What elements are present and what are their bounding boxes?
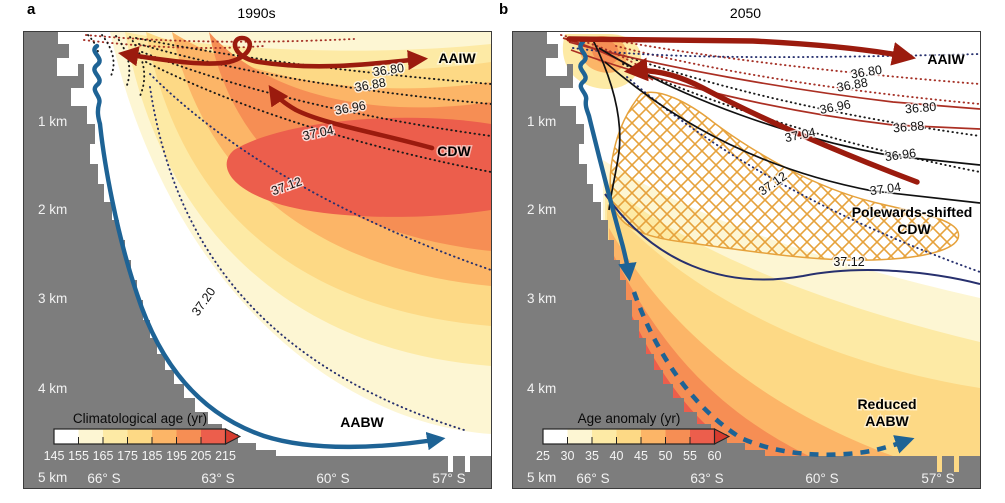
- depth-label: 1 km: [527, 114, 556, 129]
- lat-label: 60° S: [805, 471, 838, 486]
- colorbar-tick: 165: [93, 449, 114, 463]
- old-cdw-core: [226, 117, 491, 217]
- depth-axis: 1 km 2 km 3 km 4 km 5 km: [527, 114, 556, 485]
- colorbar-a: Climatological age (yr) 145 155 165 175 …: [44, 411, 242, 463]
- aaiw-flow-arrow: [566, 36, 916, 66]
- reduced-aabw-label: AABW: [865, 413, 909, 429]
- colorbar-tick: 185: [142, 449, 163, 463]
- colorbar-tick: 40: [610, 449, 624, 463]
- contour-3680-dotted: [612, 39, 980, 85]
- depth-axis: 1 km 2 km 3 km 4 km 5 km: [38, 114, 67, 485]
- colorbar-tick: 55: [683, 449, 697, 463]
- contour-label-3680: 36.80: [372, 61, 405, 79]
- depth-label: 2 km: [527, 202, 556, 217]
- lat-label: 66° S: [87, 471, 120, 486]
- land-mass: [513, 32, 980, 488]
- panel-b-plot: 36.80 36.88 36.96 37.04 37.12 36.80 36.8…: [513, 32, 980, 488]
- panel-a-letter: a: [27, 1, 36, 18]
- colorbar-b: Age anomaly (yr) 25 30 35 40 45 50 55 60: [536, 411, 731, 463]
- aabw-flow-arrow: [92, 43, 446, 451]
- contour-label-3712-solid: 37.12: [833, 255, 864, 269]
- colorbar-tick: 25: [536, 449, 550, 463]
- panel-b-title: 2050: [729, 5, 762, 21]
- lat-label: 57° S: [432, 471, 465, 486]
- depth-label: 5 km: [38, 470, 67, 485]
- colorbar-tick: 155: [68, 449, 89, 463]
- depth-label: 3 km: [38, 291, 67, 306]
- contour-label-3720: 37.20: [189, 285, 218, 319]
- depth-label: 4 km: [38, 381, 67, 396]
- contour-3680-solid: [568, 41, 980, 110]
- polewards-shifted-cdw-label: CDW: [897, 221, 931, 237]
- contour-3696-dotted: [141, 51, 491, 137]
- contour-label-3688-dotted: 36.88: [836, 75, 869, 94]
- panel-a-title: 1990s: [237, 5, 276, 21]
- contour-label-3696-solid: 36.96: [884, 146, 917, 164]
- slope-downflow-arrow: [578, 39, 637, 282]
- panel-a-plot: 36.80 36.88 36.96 37.04 37.12 37.20 AAIW…: [24, 32, 491, 488]
- cdw-label: CDW: [437, 143, 471, 159]
- colorbar-tick: 30: [561, 449, 575, 463]
- contour-label-3704-solid: 37.04: [869, 180, 902, 198]
- colorbar-tick: 60: [708, 449, 722, 463]
- colorbar-tick: 215: [215, 449, 236, 463]
- contour-label-3680-solid: 36.80: [904, 100, 936, 117]
- colorbar-tick: 175: [117, 449, 138, 463]
- reduced-aabw-arrow: [631, 291, 915, 458]
- depth-label: 3 km: [527, 291, 556, 306]
- colorbar-tick: 45: [634, 449, 648, 463]
- contour-labels-2050: 36.80 36.88 36.96 37.04 37.12: [832, 98, 939, 270]
- aabw-label: AABW: [340, 414, 384, 430]
- cdw-flow-arrow: [268, 84, 435, 151]
- contour-3720-dotted: [149, 86, 465, 431]
- contour-3688-solid: [570, 49, 980, 130]
- contour-3704-solid: [604, 61, 980, 204]
- aaiw-label: AAIW: [438, 50, 476, 66]
- polewards-shifted-label: Polewards-shifted: [852, 204, 973, 220]
- latitude-axis: 66° S 63° S 60° S 57° S: [576, 471, 954, 486]
- anomaly-fill-bands: [562, 34, 980, 488]
- depth-label: 2 km: [38, 202, 67, 217]
- lat-label: 63° S: [201, 471, 234, 486]
- colorbar-tick: 145: [44, 449, 65, 463]
- contour-3688-dotted: [615, 45, 980, 105]
- colorbar-tick: 35: [585, 449, 599, 463]
- depth-label: 1 km: [38, 114, 67, 129]
- depth-label: 4 km: [527, 381, 556, 396]
- lat-label: 57° S: [921, 471, 954, 486]
- colorbar-tick: 50: [659, 449, 673, 463]
- colorbar-tick: 195: [166, 449, 187, 463]
- depth-label: 5 km: [527, 470, 556, 485]
- colorbar-title: Age anomaly (yr): [578, 411, 681, 426]
- contour-label-3680-dotted: 36.80: [850, 63, 883, 82]
- shifted-cdw-flow-arrow: [623, 57, 920, 185]
- contour-label-3688-solid: 36.88: [892, 119, 924, 136]
- aaiw-flow-arrow: [118, 35, 429, 71]
- panel-b: 36.80 36.88 36.96 37.04 37.12 36.80 36.8…: [512, 31, 981, 489]
- colorbar-tick: 205: [191, 449, 212, 463]
- lat-label: 66° S: [576, 471, 609, 486]
- contour-3704-dotted: [145, 61, 491, 173]
- aaiw-label: AAIW: [927, 51, 965, 67]
- colorbar-title: Climatological age (yr): [73, 411, 207, 426]
- panel-b-letter: b: [499, 1, 509, 18]
- contour-3696-dotted: [618, 53, 980, 137]
- lat-label: 60° S: [316, 471, 349, 486]
- contour-3704-dotted: [622, 63, 980, 173]
- reduced-label: Reduced: [857, 396, 916, 412]
- panel-a: 36.80 36.88 36.96 37.04 37.12 37.20 AAIW…: [23, 31, 492, 489]
- latitude-axis: 66° S 63° S 60° S 57° S: [87, 471, 465, 486]
- lat-label: 63° S: [690, 471, 723, 486]
- land-mass: [24, 32, 491, 488]
- contour-3712-solid: [604, 193, 980, 285]
